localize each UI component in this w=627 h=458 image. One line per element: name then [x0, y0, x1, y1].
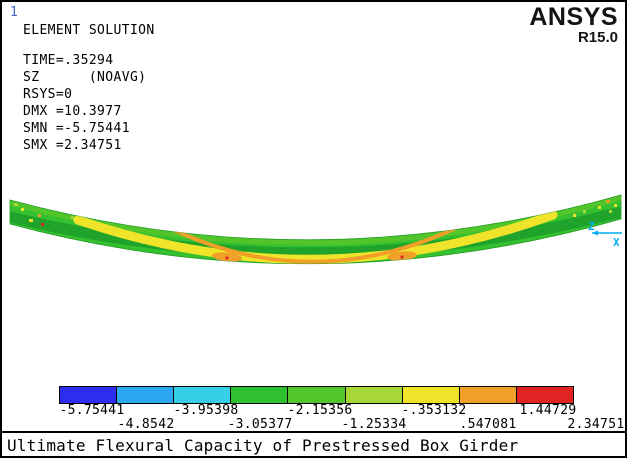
legend-value: -3.05377 [227, 417, 293, 432]
triad-x-label: X [613, 236, 620, 248]
legend-value: 2.34751 [567, 417, 625, 432]
legend-value: -.353132 [401, 403, 467, 418]
info-line-time: TIME=.35294 [23, 53, 114, 68]
caption-divider [2, 431, 625, 433]
legend-value: -3.95398 [173, 403, 239, 418]
legend-band [402, 387, 460, 403]
legend-value: -4.8542 [117, 417, 175, 432]
info-line-smx: SMX =2.34751 [23, 138, 122, 153]
solution-type-label: ELEMENT SOLUTION [23, 23, 155, 38]
plot-number: 1 [10, 5, 18, 20]
ansys-logo: ANSYS R15.0 [529, 3, 618, 46]
ansys-version-text: R15.0 [577, 29, 618, 46]
legend-values-top: -5.75441 -3.95398 -2.15356 -.353132 1.44729 [2, 403, 625, 418]
legend-color-bar [59, 386, 574, 404]
info-line-rsys: RSYS=0 [23, 87, 73, 102]
legend-band [516, 387, 573, 403]
legend-band [231, 387, 289, 403]
legend-band [345, 387, 403, 403]
legend-band [459, 387, 517, 403]
plot-caption: Ultimate Flexural Capacity of Prestresse… [7, 436, 519, 455]
legend-value: -5.75441 [59, 403, 125, 418]
legend-band [117, 387, 175, 403]
info-line-dmx: DMX =10.3977 [23, 104, 122, 119]
legend-values-bottom: -4.8542 -3.05377 -1.25334 .547081 2.34751 [2, 417, 625, 432]
contour-plot[interactable] [8, 187, 623, 277]
info-line-item: SZ (NOAVG) [23, 70, 147, 85]
ansys-brand-text: ANSYS [529, 3, 618, 31]
solution-info-block: TIME=.35294 SZ (NOAVG) RSYS=0 DMX =10.39… [23, 52, 146, 154]
contour-bands [10, 195, 621, 264]
legend-band [288, 387, 346, 403]
legend-value: .547081 [459, 417, 517, 432]
triad-icon: Z X [588, 220, 622, 248]
legend-band [174, 387, 232, 403]
legend-value: -2.15356 [287, 403, 353, 418]
legend-value: 1.44729 [519, 403, 577, 418]
triad-z-label: Z [588, 220, 595, 233]
legend-value: -1.25334 [341, 417, 407, 432]
info-line-smn: SMN =-5.75441 [23, 121, 130, 136]
legend-band [60, 387, 118, 403]
